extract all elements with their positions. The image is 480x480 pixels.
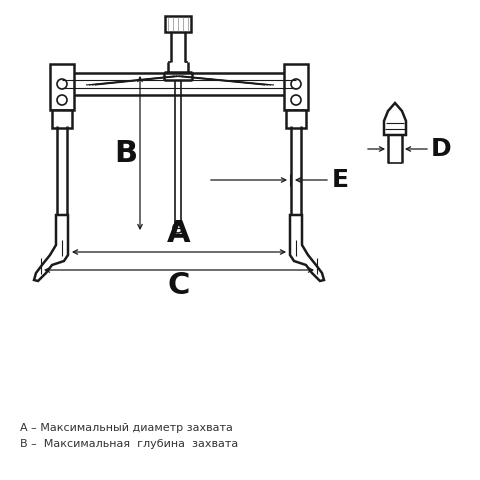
- Bar: [50, 64, 74, 110]
- Circle shape: [57, 79, 67, 89]
- Bar: [58, 73, 300, 95]
- Bar: [52, 110, 72, 128]
- Circle shape: [291, 95, 301, 105]
- Bar: [286, 110, 306, 128]
- Text: E: E: [332, 168, 349, 192]
- Polygon shape: [34, 215, 68, 281]
- Polygon shape: [384, 103, 406, 135]
- Bar: [284, 64, 308, 110]
- Text: B: B: [114, 139, 138, 168]
- Bar: [165, 16, 191, 32]
- Polygon shape: [290, 215, 324, 281]
- Text: D: D: [431, 137, 452, 161]
- Circle shape: [173, 223, 183, 233]
- Text: A – Максимальный диаметр захвата: A – Максимальный диаметр захвата: [20, 423, 233, 433]
- Text: B –  Максимальная  глубина  захвата: B – Максимальная глубина захвата: [20, 439, 238, 449]
- Circle shape: [57, 95, 67, 105]
- Text: A: A: [167, 219, 191, 249]
- Circle shape: [291, 79, 301, 89]
- Text: C: C: [168, 272, 190, 300]
